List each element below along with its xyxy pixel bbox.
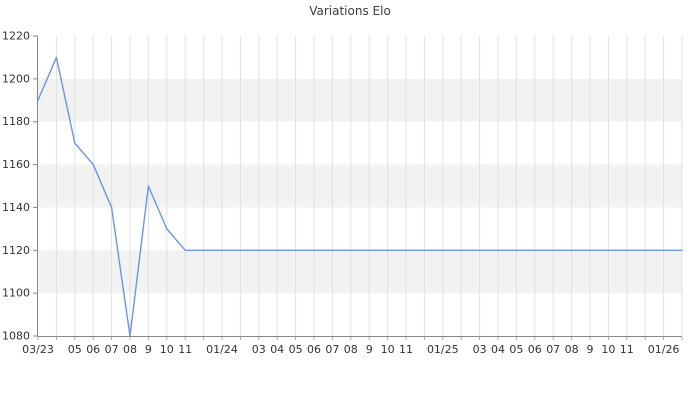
- y-tick-label: 1200: [2, 72, 30, 85]
- y-tick-label: 1180: [2, 115, 30, 128]
- x-tick-label: 05: [509, 343, 523, 356]
- x-tick-label: 03/23: [22, 343, 54, 356]
- y-tick-label: 1120: [2, 244, 30, 257]
- x-tick-label: 11: [620, 343, 634, 356]
- x-tick-label: 03: [252, 343, 266, 356]
- x-tick-label: 07: [546, 343, 560, 356]
- chart-title: Variations Elo: [309, 4, 391, 18]
- x-tick-label: 01/24: [206, 343, 238, 356]
- x-tick-label: 9: [366, 343, 373, 356]
- y-tick-label: 1140: [2, 201, 30, 214]
- y-tick-label: 1100: [2, 287, 30, 300]
- x-tick-label: 06: [86, 343, 100, 356]
- x-tick-label: 06: [307, 343, 321, 356]
- x-tick-label: 10: [160, 343, 174, 356]
- x-tick-label: 08: [565, 343, 579, 356]
- elo-series-line: [37, 56, 683, 337]
- plot-area: 1080 1100 1120 1140 1160 1180 1200 1220 03/23 05 0…: [2, 30, 683, 356]
- x-tick-label: 9: [145, 343, 152, 356]
- x-tick-label: 06: [528, 343, 542, 356]
- x-tick-label: 10: [381, 343, 395, 356]
- y-tick-label: 1080: [2, 330, 30, 343]
- x-tick-label: 04: [491, 343, 505, 356]
- x-tick-label: 03: [473, 343, 487, 356]
- x-tick-label: 08: [123, 343, 137, 356]
- alt-band: [38, 250, 682, 294]
- x-tick-label: 05: [289, 343, 303, 356]
- x-tick-label: 11: [178, 343, 192, 356]
- x-tick-label: 08: [344, 343, 358, 356]
- alt-band: [38, 164, 682, 208]
- x-tick-label: 11: [399, 343, 413, 356]
- x-tick-label: 01/25: [427, 343, 459, 356]
- y-tick-label: 1220: [2, 30, 30, 43]
- x-tick-label: 07: [105, 343, 119, 356]
- x-tick-label: 01/26: [648, 343, 680, 356]
- x-tick-label: 9: [587, 343, 594, 356]
- alt-band: [38, 78, 682, 122]
- x-tick-label: 10: [601, 343, 615, 356]
- x-tick-label: 04: [270, 343, 284, 356]
- y-tick-label: 1160: [2, 158, 30, 171]
- x-tick-label: 05: [68, 343, 82, 356]
- x-tick-label: 07: [325, 343, 339, 356]
